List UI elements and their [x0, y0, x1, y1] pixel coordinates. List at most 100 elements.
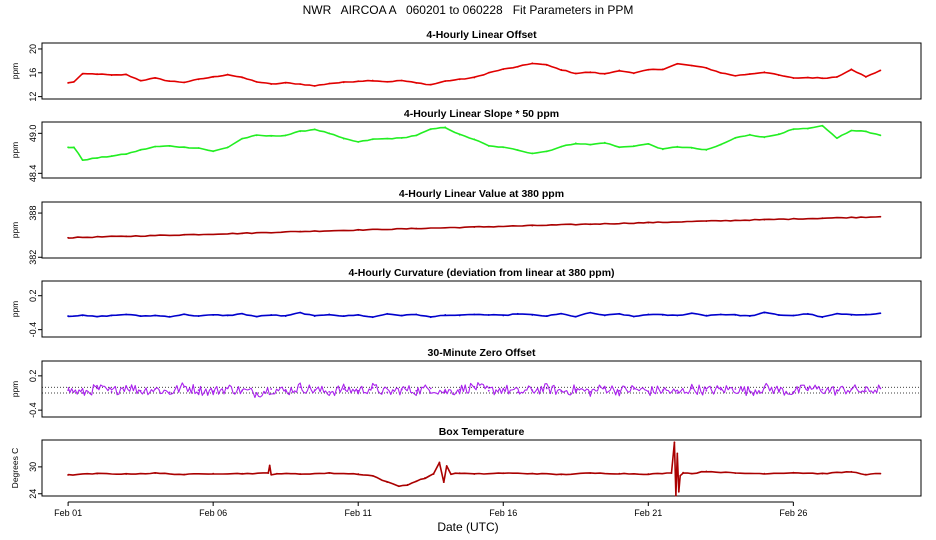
data-point: [299, 311, 302, 314]
data-point: [531, 314, 534, 316]
data-point: [673, 441, 676, 444]
x-tick-label: Feb 01: [54, 508, 82, 518]
panel-frame: [41, 121, 922, 179]
data-point: [560, 145, 563, 148]
data-point: [284, 390, 287, 393]
panel-title: 4-Hourly Linear Value at 380 ppm: [399, 188, 564, 200]
data-point: [647, 313, 650, 316]
data-point: [400, 137, 403, 139]
data-point: [560, 312, 563, 315]
data-point: [183, 473, 186, 476]
y-axis-label: ppm: [10, 222, 20, 239]
y-tick-label: 388: [28, 206, 38, 221]
data-point: [299, 386, 302, 389]
panel-frame: [41, 280, 922, 338]
data-point: [806, 387, 809, 390]
data-point: [429, 316, 432, 319]
data-point: [458, 78, 461, 81]
data-point: [690, 312, 693, 315]
data-point: [125, 313, 128, 316]
data-point: [850, 129, 853, 132]
y-tick-label: 48.4: [28, 165, 38, 183]
data-point: [96, 472, 99, 475]
data-point: [386, 481, 389, 484]
data-point: [632, 145, 635, 147]
data-point: [850, 68, 853, 71]
y-axis-label: ppm: [10, 381, 20, 398]
data-point: [226, 146, 229, 149]
data-point: [835, 76, 838, 78]
panel-frame: [41, 201, 922, 259]
data-point: [589, 143, 592, 146]
data-point: [444, 390, 447, 393]
panel-3: 4-Hourly Linear Value at 380 ppm 382 388 pp…: [10, 188, 922, 265]
y-tick-label: -0.4: [28, 402, 38, 418]
data-point: [110, 314, 113, 317]
series-line: [67, 382, 881, 399]
data-point: [719, 143, 722, 146]
data-point: [313, 128, 316, 131]
data-point: [763, 71, 766, 74]
data-point: [67, 82, 70, 84]
data-point: [792, 77, 795, 80]
data-point: [415, 313, 418, 316]
data-point: [67, 236, 70, 239]
data-point: [545, 315, 548, 317]
y-tick-label: 382: [28, 250, 38, 265]
data-point: [328, 472, 331, 475]
data-point: [545, 387, 548, 390]
data-point: [226, 387, 229, 390]
data-point: [661, 389, 664, 392]
data-point: [763, 472, 766, 475]
data-point: [473, 138, 476, 141]
data-point: [415, 82, 418, 84]
data-point: [397, 485, 400, 488]
data-point: [618, 312, 621, 315]
panel-6: Box Temperature 24 30 Degrees C: [10, 426, 922, 499]
x-tick-label: Feb 16: [489, 508, 517, 518]
series-line: [68, 441, 881, 497]
data-point: [603, 141, 606, 144]
data-point: [879, 215, 882, 218]
data-point: [226, 73, 229, 76]
data-point: [647, 143, 650, 145]
data-point: [705, 470, 708, 473]
data-point: [516, 65, 519, 68]
data-point: [255, 315, 258, 318]
data-point: [371, 474, 374, 477]
y-tick-label: 12: [28, 92, 38, 102]
data-point: [850, 470, 853, 473]
data-point: [299, 473, 302, 475]
data-point: [299, 83, 302, 86]
data-point: [705, 314, 708, 317]
data-point: [531, 62, 534, 65]
data-point: [183, 313, 186, 316]
data-point: [255, 134, 258, 137]
data-point: [748, 73, 751, 75]
y-tick-label: 16: [28, 68, 38, 78]
panel-title: 4-Hourly Curvature (deviation from linea…: [348, 267, 614, 279]
panel-frame: [41, 42, 922, 100]
data-point: [545, 150, 548, 153]
data-point: [212, 314, 215, 316]
data-point: [719, 388, 722, 391]
data-point: [438, 461, 441, 464]
data-point: [719, 313, 722, 316]
data-point: [357, 141, 360, 143]
data-point: [835, 312, 838, 315]
data-point: [67, 389, 70, 392]
data-point: [661, 68, 664, 71]
data-point: [682, 471, 685, 474]
data-point: [212, 472, 215, 475]
data-point: [487, 145, 490, 147]
data-point: [670, 472, 673, 475]
data-point: [154, 77, 157, 80]
data-point: [864, 390, 867, 393]
data-point: [357, 229, 360, 231]
data-point: [444, 314, 447, 316]
panel-title: Box Temperature: [439, 426, 525, 438]
data-point: [763, 311, 766, 314]
data-point: [241, 76, 244, 79]
data-point: [139, 79, 142, 82]
data-point: [450, 473, 452, 475]
